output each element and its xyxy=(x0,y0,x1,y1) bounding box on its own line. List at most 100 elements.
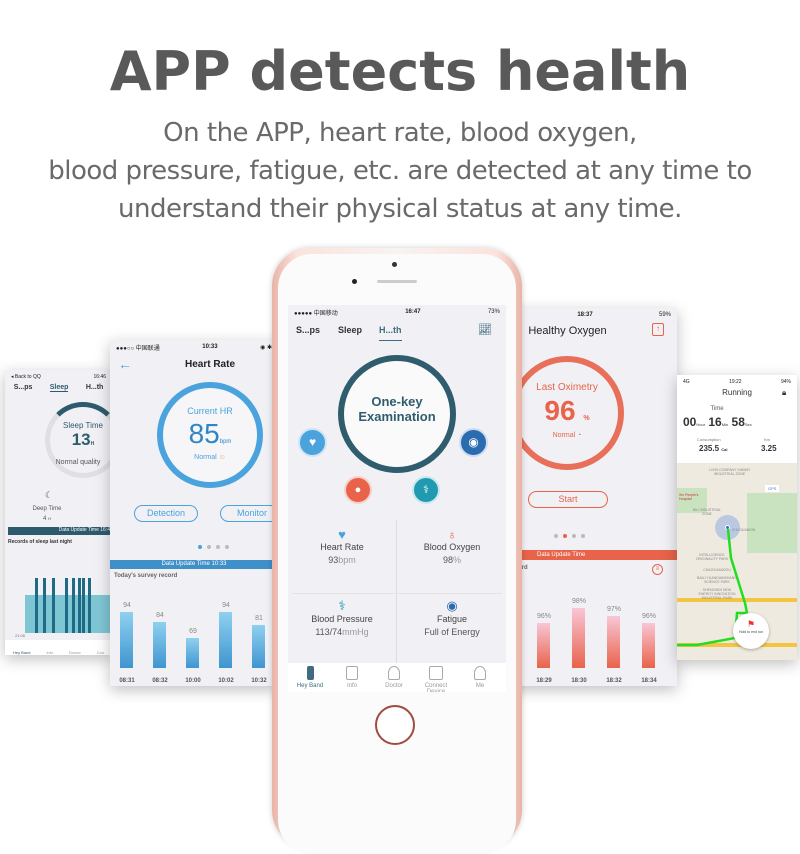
subtitle-line-2: blood pressure, fatigue, etc. are detect… xyxy=(48,156,752,186)
update-bar: Data Update Time xyxy=(505,550,677,560)
metric-blood-oxygen[interactable]: ♁ Blood Oxygen 98% xyxy=(398,527,506,565)
oxygen-status: Normal xyxy=(552,432,576,439)
nav-connect-device[interactable]: Connect Device xyxy=(416,666,456,692)
heart-rate-chart: 94 08:31 84 08:32 69 10:00 94 10:02 81 10:32 xyxy=(110,585,278,686)
bar-value-label: 97% xyxy=(606,605,621,613)
eye-icon: ◉ xyxy=(446,598,458,613)
chart-bar xyxy=(537,623,550,668)
chart-bar xyxy=(642,623,655,668)
map-label: ZHUGUANDIN xyxy=(732,528,756,532)
record-label: Today's survey record xyxy=(114,573,178,579)
nav-label: Doctor xyxy=(385,683,403,689)
smile-icon: ☺ xyxy=(218,454,226,461)
eye-icon[interactable]: ◉ xyxy=(459,428,488,457)
status-battery: 73% xyxy=(487,309,500,315)
metric-unit: bpm xyxy=(338,555,356,565)
back-arrow-icon[interactable]: ← xyxy=(118,356,132,372)
chart-bar xyxy=(219,612,232,668)
nav-doctor[interactable]: Doctor xyxy=(69,650,81,655)
sleep-bar xyxy=(88,578,91,633)
sleep-bar xyxy=(65,578,68,633)
bar-value-label: 84 xyxy=(156,612,164,620)
sleep-bar xyxy=(72,578,75,633)
nav-info[interactable]: Info xyxy=(46,650,54,655)
chart-icon[interactable]: 📈︎ xyxy=(478,324,492,336)
sleep-bar xyxy=(82,578,85,633)
sleep-value: 13 xyxy=(71,430,91,449)
status-time: 10:33 xyxy=(202,344,218,350)
tab-steps[interactable]: S...ps xyxy=(296,325,321,335)
heart-icon[interactable]: ♥ xyxy=(298,428,327,457)
lock-icon[interactable]: 🔒︎ xyxy=(782,388,787,397)
nav-hey-band[interactable]: Hey Band xyxy=(12,650,31,655)
bar-value-label: 98% xyxy=(571,598,586,605)
tab-sleep[interactable]: Sleep xyxy=(49,384,69,392)
running-screen: 4G 19:22 94% Running 🔒︎ Time 00Hour 16Min … xyxy=(677,375,797,660)
one-key-examination-button[interactable]: One-key Examination xyxy=(338,355,456,473)
hr-value: 85 xyxy=(188,418,220,449)
nav-hey-band[interactable]: Hey Band xyxy=(290,666,330,689)
road xyxy=(677,598,797,602)
nav-doctor[interactable]: Doctor xyxy=(374,666,414,689)
page-dots xyxy=(554,534,585,538)
heart-rate-screen: ●●●○○ 中国联通 10:33 ◉ ✱ ← Heart Rate Current … xyxy=(110,340,278,686)
map-label: CHAOXUANDOU xyxy=(703,568,731,572)
seconds: 58 xyxy=(731,415,745,429)
bar-value-label: 94 xyxy=(222,602,230,609)
blood-drop-icon[interactable]: ● xyxy=(344,476,372,504)
bar-value-label: 81 xyxy=(255,615,263,623)
sleep-unit: H xyxy=(90,441,95,447)
bar-category-label: 18:34 xyxy=(641,678,657,684)
bar-category-label: 18:30 xyxy=(571,678,587,684)
end-run-button[interactable]: ⚑ Hold to end run xyxy=(733,613,769,649)
chart-bar xyxy=(252,625,265,668)
subtitle-line-1: On the APP, heart rate, blood oxygen, xyxy=(163,118,637,148)
moon-icon: ☾ xyxy=(45,490,54,500)
nav-connect[interactable]: Con xyxy=(96,650,105,655)
center-label-1: One-key xyxy=(371,394,423,409)
o2-icon: ◔ xyxy=(577,432,582,439)
health-screen: ●●●●● 中国移动 16:47 73% S...ps Sleep H...th 📈… xyxy=(288,305,506,692)
status-battery: 59% xyxy=(658,312,671,318)
detection-button[interactable]: Detection xyxy=(134,505,198,522)
chart-bar xyxy=(186,637,199,668)
metric-blood-pressure[interactable]: ⚕ Blood Pressure 113/74mmHg xyxy=(288,598,396,637)
bar-category-label: 08:32 xyxy=(152,678,168,684)
screen-title: Healthy Oxygen xyxy=(528,325,607,337)
tab-health[interactable]: H...th xyxy=(379,325,402,341)
center-label-2: Examination xyxy=(358,409,436,424)
tab-health[interactable]: H...th xyxy=(85,384,104,391)
monitor-button[interactable]: Monitor xyxy=(220,505,278,522)
nav-info[interactable]: Info xyxy=(332,666,372,689)
tab-steps[interactable]: S...ps xyxy=(13,384,33,391)
metric-heart-rate[interactable]: ♥ Heart Rate 93bpm xyxy=(288,527,396,565)
map-label: LIXIN COMPANY XINWEI INDUSTRIAL ZONE xyxy=(709,468,750,476)
tab-sleep[interactable]: Sleep xyxy=(338,325,363,335)
start-button[interactable]: Start xyxy=(528,491,608,508)
share-icon[interactable]: ↑ xyxy=(652,323,664,336)
sensor xyxy=(392,262,397,267)
nav-me[interactable]: Me xyxy=(460,666,500,689)
status-time: 18:37 xyxy=(577,312,593,318)
status-back[interactable]: ◂ Back to QQ xyxy=(11,374,41,380)
chart-bar xyxy=(607,615,620,668)
bar-value-label: 94 xyxy=(123,602,131,609)
hours-unit: Hour xyxy=(696,422,706,427)
stethoscope-icon[interactable]: ⚕ xyxy=(412,476,440,504)
chart-bar xyxy=(572,608,585,668)
deep-time-value: 4 xyxy=(43,516,47,522)
gps-badge: GPS xyxy=(765,485,780,492)
bar-value-label: 69 xyxy=(189,627,197,635)
bar-category-label: 18:32 xyxy=(606,678,622,684)
nav-label: Hey Band xyxy=(296,683,324,689)
route-line xyxy=(677,528,749,647)
map-label: Xin People's Hospital xyxy=(679,493,699,501)
home-button[interactable] xyxy=(375,705,415,745)
sleep-bar xyxy=(78,578,81,633)
metric-fatigue[interactable]: ◉ Fatigue Full of Energy xyxy=(398,598,506,637)
stethoscope-icon: ⚕ xyxy=(338,598,346,613)
oxygen-ring: Last Oximetry 96 % Normal ◔ xyxy=(510,356,624,470)
list-icon[interactable]: ≡ xyxy=(652,564,663,575)
bar-category-label: 10:32 xyxy=(251,678,267,684)
map[interactable]: LIXIN COMPANY XINWEI INDUSTRIAL ZONE Xin… xyxy=(677,463,797,660)
